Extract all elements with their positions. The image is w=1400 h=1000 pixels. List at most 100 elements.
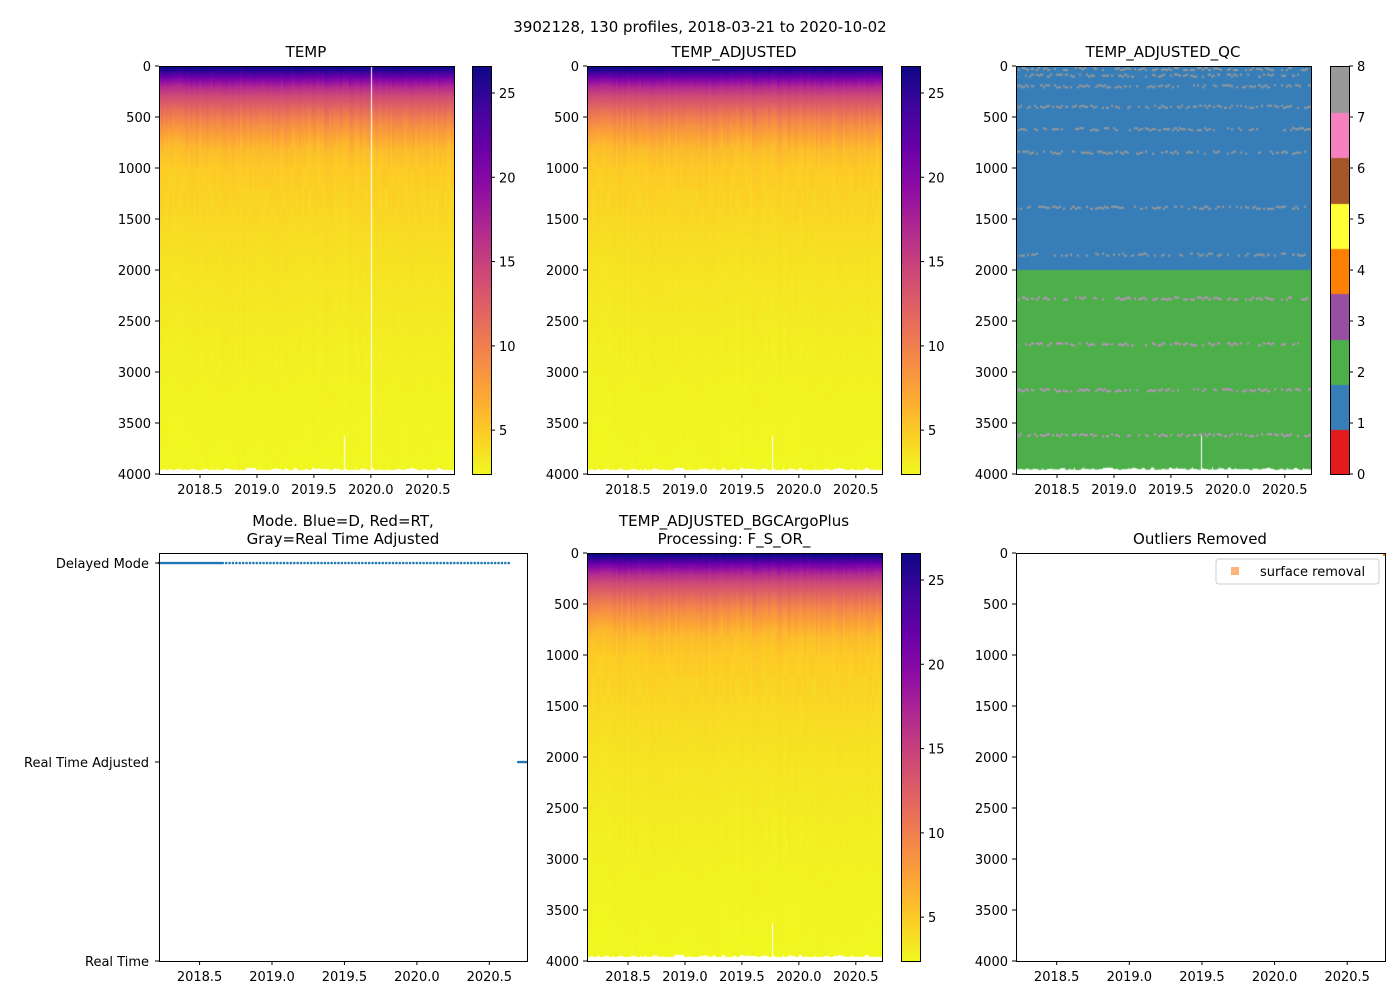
y-tick-label-outliers: 1000	[975, 649, 1008, 664]
y-tick-label-temp: 2500	[118, 315, 151, 330]
mode-point	[504, 561, 507, 565]
y-tick-label-outliers: 500	[983, 598, 1008, 613]
y-tick-label-temp_adjusted_bgc: 4000	[546, 955, 579, 970]
mode-point	[388, 561, 391, 565]
colorbar-tick-label-temp_adjusted_bgc: 15	[928, 743, 945, 758]
colorbar-frame-temp_adjusted	[901, 66, 921, 475]
mode-point	[289, 561, 293, 565]
colorbar-tick-label-temp_adjusted_qc: 1	[1357, 417, 1365, 432]
panel-title-qc: TEMP_ADJUSTED_QC	[1085, 43, 1241, 62]
temp-adjusted-bgc-heatmap	[587, 553, 882, 961]
mode-point	[405, 561, 408, 565]
y-tick-label-temp_adjusted: 1500	[546, 213, 579, 228]
y-tick-label-outliers: 3000	[975, 853, 1008, 868]
mode-point	[459, 561, 463, 565]
y-tick-label-temp_adjusted_qc: 3000	[975, 366, 1008, 381]
mode-point	[303, 561, 306, 565]
mode-point	[463, 561, 466, 565]
panel-title-temp: TEMP	[285, 43, 327, 61]
mode-point	[476, 561, 480, 565]
mode-point	[408, 561, 412, 565]
mode-point	[432, 561, 436, 565]
mode-point	[354, 561, 357, 565]
mode-point	[309, 561, 313, 565]
y-tick-label-temp_adjusted: 4000	[546, 468, 579, 483]
y-category-label: Real Time Adjusted	[24, 756, 149, 771]
y-tick-label-temp_adjusted_qc: 1000	[975, 162, 1008, 177]
mode-point	[361, 561, 364, 565]
x-tick-label-outliers: 2019.0	[1107, 970, 1153, 985]
colorbar-tick-label-temp: 15	[499, 256, 516, 271]
x-tick-label-temp_adjusted: 2020.5	[833, 483, 879, 498]
colorbar-tick-label-temp_adjusted_qc: 4	[1357, 264, 1365, 279]
mode-point	[469, 561, 473, 565]
x-tick-label-outliers: 2020.0	[1252, 970, 1298, 985]
y-tick-label-temp_adjusted_bgc: 2000	[546, 751, 579, 766]
mode-point	[228, 561, 231, 565]
y-tick-label-temp_adjusted: 2000	[546, 264, 579, 279]
axes-frame-outliers	[1016, 553, 1386, 962]
mode-point	[364, 561, 368, 565]
colorbar-frame-temp_adjusted_qc	[1330, 66, 1350, 475]
y-category-label: Delayed Mode	[56, 557, 149, 572]
mode-point	[473, 561, 476, 565]
y-tick-label-outliers: 4000	[975, 955, 1008, 970]
x-tick-label-outliers: 2019.5	[1179, 970, 1225, 985]
mode-point	[497, 561, 500, 565]
y-tick-label-outliers: 1500	[975, 700, 1008, 715]
y-tick-label-temp_adjusted_qc: 2000	[975, 264, 1008, 279]
axes-frame-temp	[159, 66, 455, 475]
panel-title-outliers: Outliers Removed	[1133, 530, 1267, 548]
x-tick-label-temp_adjusted_bgc: 2018.5	[605, 970, 651, 985]
y-tick-label-temp_adjusted_bgc: 2500	[546, 802, 579, 817]
mode-point	[292, 561, 296, 565]
mode-point	[286, 561, 289, 565]
mode-point	[255, 561, 259, 565]
y-tick-label-temp_adjusted_bgc: 3500	[546, 904, 579, 919]
axes-frame-mode	[159, 553, 528, 962]
x-tick-label-temp_adjusted_bgc: 2019.5	[719, 970, 765, 985]
mode-point	[340, 561, 344, 565]
x-tick-label-temp_adjusted_qc: 2020.0	[1205, 483, 1251, 498]
temp-adjusted-qc-heatmap	[1016, 66, 1311, 474]
mode-point	[456, 561, 459, 565]
legend-marker	[1231, 567, 1239, 575]
mode-point	[371, 561, 374, 565]
x-tick-label-mode: 2020.5	[467, 970, 513, 985]
mode-point	[258, 561, 262, 565]
y-tick-label-temp: 500	[126, 111, 151, 126]
mode-point	[279, 561, 282, 565]
x-tick-label-temp_adjusted: 2018.5	[605, 483, 651, 498]
colorbar-tick-label-temp_adjusted_qc: 0	[1357, 468, 1365, 483]
mode-point	[252, 561, 255, 565]
y-tick-label-temp_adjusted: 500	[554, 111, 579, 126]
mode-point	[337, 561, 340, 565]
bgc-colorbar	[901, 553, 920, 961]
temp-adjusted-colorbar	[901, 66, 920, 474]
x-tick-label-temp_adjusted_qc: 2020.5	[1262, 483, 1308, 498]
mode-point	[500, 561, 504, 565]
panel-title-temp-adjusted: TEMP_ADJUSTED	[670, 43, 796, 62]
mode-point	[238, 561, 242, 565]
mode-point	[330, 561, 333, 565]
colorbar-tick-label-temp_adjusted_qc: 8	[1357, 60, 1365, 75]
colorbar-frame-temp_adjusted_bgc	[901, 553, 921, 962]
mode-point	[245, 561, 248, 565]
outlier-point	[1383, 553, 1386, 556]
x-tick-label-mode: 2019.5	[322, 970, 368, 985]
y-tick-label-temp_adjusted_bgc: 500	[554, 598, 579, 613]
mode-point	[480, 561, 483, 565]
mode-point	[517, 760, 520, 764]
y-tick-label-temp_adjusted_qc: 3500	[975, 417, 1008, 432]
y-tick-label-temp_adjusted_bgc: 1500	[546, 700, 579, 715]
mode-point	[487, 561, 490, 565]
colorbar-tick-label-temp_adjusted_qc: 6	[1357, 162, 1365, 177]
mode-point	[422, 561, 425, 565]
mode-point	[442, 561, 446, 565]
x-tick-label-temp_adjusted_qc: 2019.0	[1091, 483, 1137, 498]
colorbar-tick-label-temp_adjusted_bgc: 25	[928, 574, 945, 589]
colorbar-tick-label-temp_adjusted_bgc: 20	[928, 658, 945, 673]
mode-point	[344, 561, 347, 565]
y-tick-label-temp: 0	[143, 60, 151, 75]
x-tick-label-temp_adjusted: 2019.5	[719, 483, 765, 498]
